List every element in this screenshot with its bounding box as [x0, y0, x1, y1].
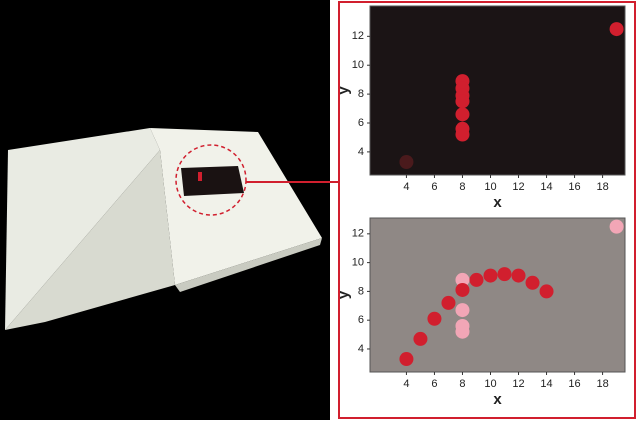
- point: [610, 220, 624, 234]
- y-tick-label: 12: [352, 30, 364, 42]
- point: [455, 325, 469, 339]
- x-tick-label: 12: [512, 181, 524, 193]
- book-figure-points: [198, 172, 202, 181]
- x-tick-label: 6: [431, 378, 437, 390]
- point: [540, 284, 554, 298]
- y-tick-label: 8: [358, 285, 364, 297]
- y-axis-label: y: [335, 290, 352, 299]
- x-tick-label: 8: [459, 181, 465, 193]
- point: [512, 269, 526, 283]
- x-axis-label: x: [493, 391, 502, 408]
- point: [455, 107, 469, 121]
- point: [469, 273, 483, 287]
- y-tick-label: 10: [352, 59, 364, 71]
- point: [455, 303, 469, 317]
- point: [455, 128, 469, 142]
- point: [498, 267, 512, 281]
- y-tick-label: 6: [358, 314, 364, 326]
- x-tick-label: 16: [568, 378, 580, 390]
- book-figure: [181, 166, 244, 196]
- x-tick-label: 8: [459, 378, 465, 390]
- x-tick-label: 18: [596, 378, 608, 390]
- point: [427, 312, 441, 326]
- x-tick-label: 12: [512, 378, 524, 390]
- y-tick-label: 4: [358, 146, 364, 158]
- point: [399, 155, 413, 169]
- y-tick-label: 10: [352, 257, 364, 269]
- x-tick-label: 10: [484, 378, 496, 390]
- x-tick-label: 10: [484, 181, 496, 193]
- point: [455, 94, 469, 108]
- point: [610, 22, 624, 36]
- plot-area: [370, 6, 625, 175]
- x-axis-label: x: [493, 194, 502, 211]
- y-tick-label: 8: [358, 88, 364, 100]
- point: [413, 332, 427, 346]
- y-tick-label: 12: [352, 228, 364, 240]
- plot-area: [370, 218, 625, 372]
- x-tick-label: 6: [431, 181, 437, 193]
- y-axis-label: y: [335, 86, 352, 95]
- x-tick-label: 14: [540, 378, 552, 390]
- y-tick-label: 4: [358, 343, 364, 355]
- point: [483, 269, 497, 283]
- x-tick-label: 4: [403, 181, 409, 193]
- point: [526, 276, 540, 290]
- point: [441, 296, 455, 310]
- x-tick-label: 4: [403, 378, 409, 390]
- point: [455, 283, 469, 297]
- x-tick-label: 16: [568, 181, 580, 193]
- x-tick-label: 18: [596, 181, 608, 193]
- y-tick-label: 6: [358, 117, 364, 129]
- figure: 4 6 8 10 12 14 16 18 4 6 8 10 12 x y 4 6 8 10 12 14 16 18 4 6 8 10…: [0, 0, 637, 420]
- point: [399, 352, 413, 366]
- x-tick-label: 14: [540, 181, 552, 193]
